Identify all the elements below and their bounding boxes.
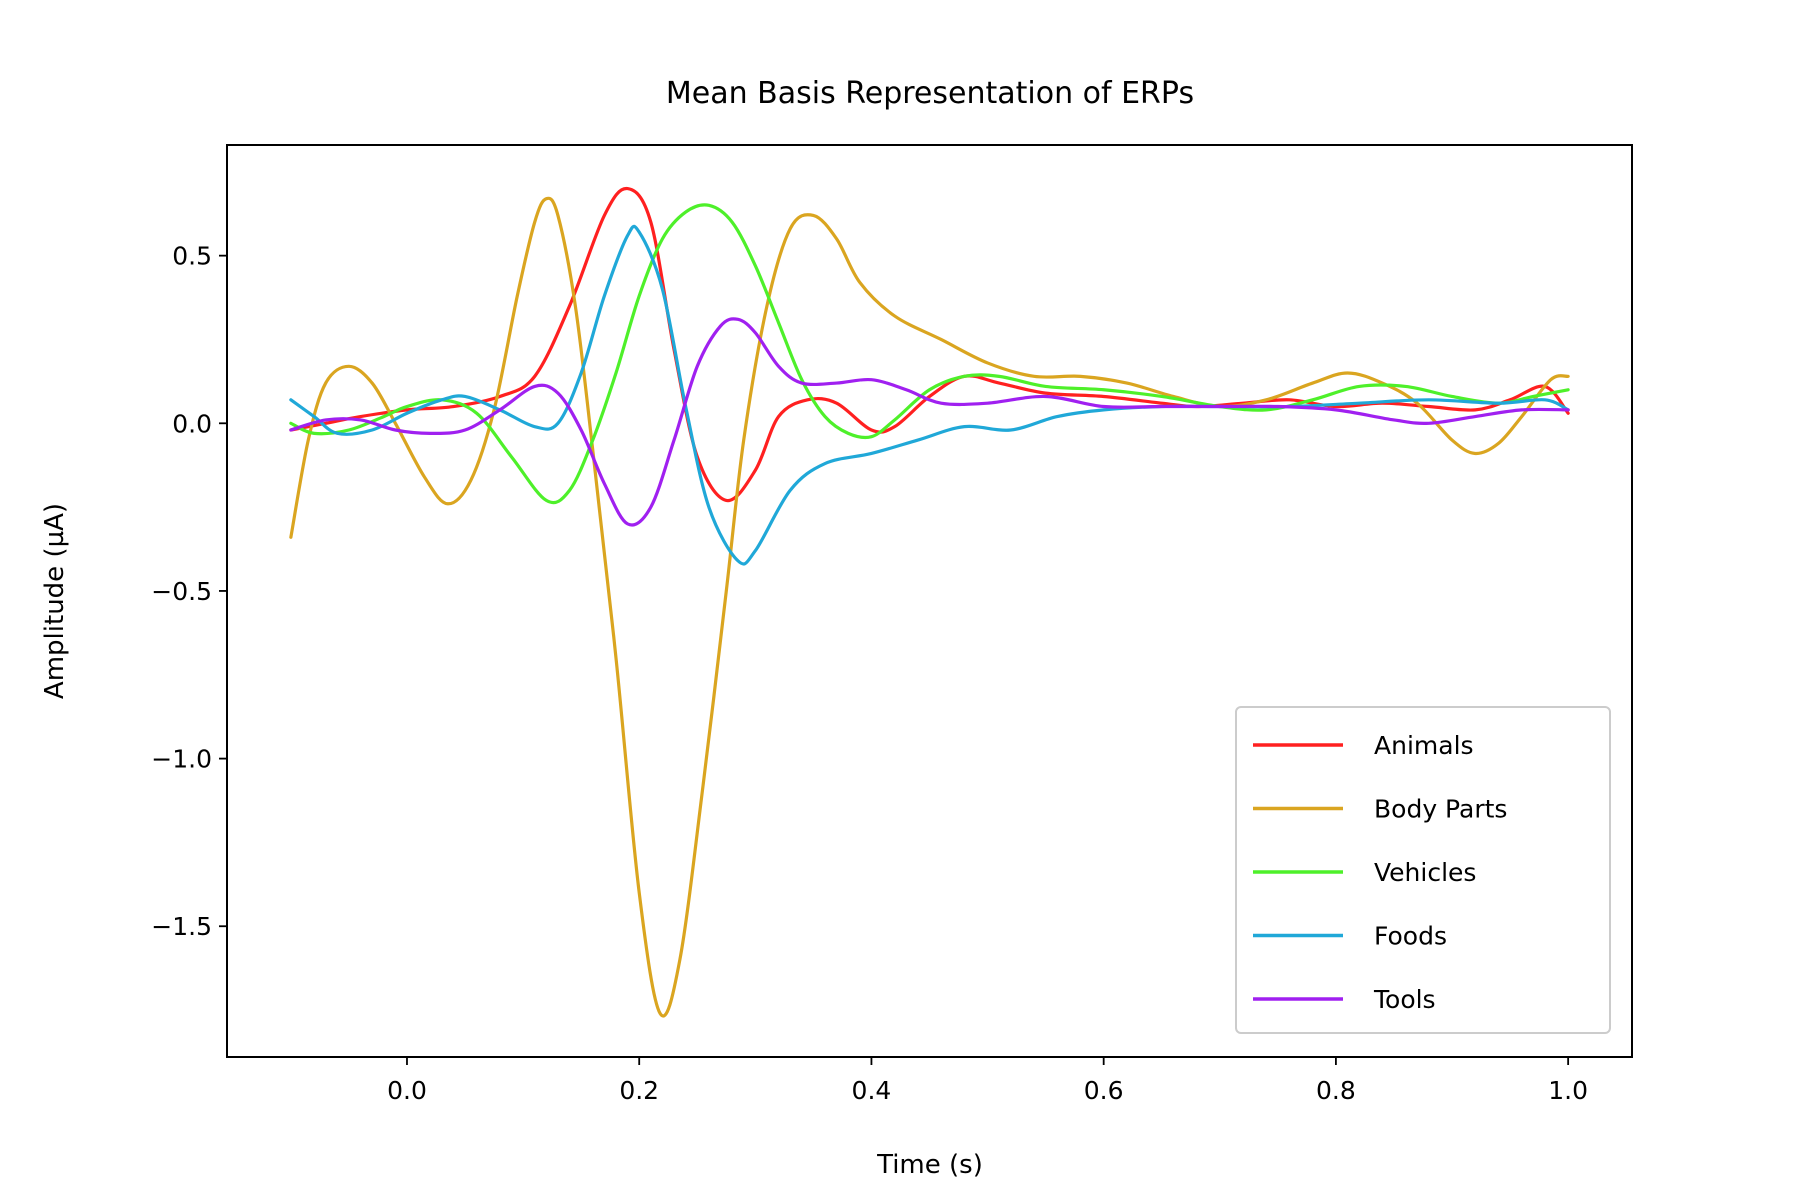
series-line-tools: [289, 317, 1570, 527]
x-tick-label: 1.0: [1548, 1076, 1588, 1105]
y-tick-label: −0.5: [151, 577, 212, 606]
legend-label-body-parts: Body Parts: [1374, 795, 1507, 824]
legend-label-animals: Animals: [1374, 731, 1474, 760]
y-tick-label: −1.0: [151, 745, 212, 774]
y-tick-label: 0.0: [172, 409, 212, 438]
legend-label-foods: Foods: [1374, 922, 1447, 951]
x-axis-label: Time (s): [876, 1150, 983, 1180]
y-axis-label: Amplitude (µA): [40, 503, 70, 699]
chart-legend: Animals Body Parts Vehicles Foods Tools: [1235, 706, 1611, 1034]
y-tick-label: −1.5: [151, 912, 212, 941]
series-line-animals: [289, 186, 1570, 503]
legend-label-tools: Tools: [1373, 985, 1436, 1014]
x-axis-ticks: 0.0 0.2 0.4 0.6 0.8 1.0: [387, 1057, 1588, 1105]
series-line-body-parts: [289, 196, 1570, 1018]
x-tick-label: 0.6: [1084, 1076, 1124, 1105]
series-line-vehicles: [289, 203, 1570, 505]
x-tick-label: 0.8: [1316, 1076, 1356, 1105]
y-tick-label: 0.5: [172, 242, 212, 271]
plot-series-group: [289, 186, 1570, 1018]
legend-frame: [1235, 706, 1611, 1034]
x-tick-label: 0.4: [852, 1076, 892, 1105]
x-tick-label: 0.0: [387, 1076, 427, 1105]
plot-area-frame: [226, 144, 1633, 1058]
y-axis-ticks: 0.5 0.0 −0.5 −1.0 −1.5: [151, 242, 227, 941]
x-tick-label: 0.2: [619, 1076, 659, 1105]
chart-title: Mean Basis Representation of ERPs: [666, 76, 1194, 111]
legend-label-vehicles: Vehicles: [1374, 858, 1476, 887]
